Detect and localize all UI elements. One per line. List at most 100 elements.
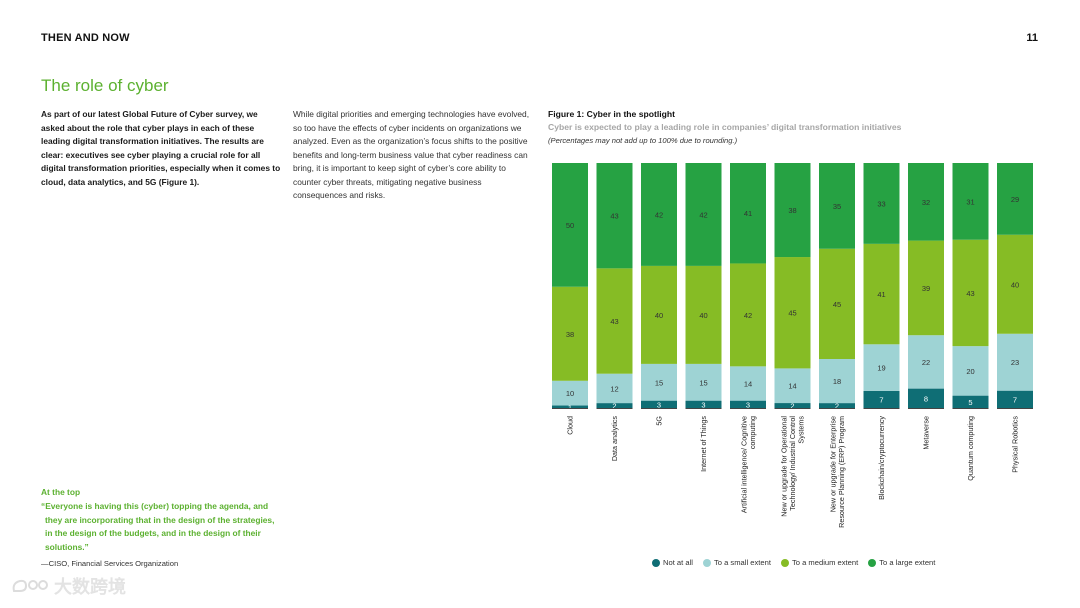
figure-subtitle: Cyber is expected to play a leading role… [548,122,902,132]
legend-item-medium-extent: To a medium extent [780,558,859,567]
quote-attribution: —CISO, Financial Services Organization [41,559,179,568]
bar-data-label: 18 [833,377,841,386]
bar-segment [819,248,855,359]
bar-segment [596,268,633,374]
figure-note: (Percentages may not add up to 100% due … [548,136,738,145]
category-label: Artificial intelligence/ Cognitivecomput… [739,416,757,513]
bar-data-label: 3 [657,400,661,409]
bar-segment [596,403,633,408]
figure-title: Figure 1: Cyber in the spotlight [548,109,676,119]
category-label: Metaverse [922,416,931,450]
category-label: Blockchain/cryptocurrency [877,416,886,500]
watermark: 大数跨境 [10,573,126,599]
quote-heading: At the top [41,487,81,497]
bar-data-label: 22 [922,358,930,367]
bar-data-label: 42 [655,210,663,219]
bar-data-label: 14 [744,380,752,389]
watermark-text: 大数跨境 [54,577,126,597]
bar-data-label: 45 [788,309,796,318]
category-label: New or upgrade for OperationalTechnology… [780,416,806,517]
legend-swatch [652,558,660,567]
bar-data-label: 12 [610,384,618,393]
bar-segment [819,359,855,404]
body-paragraph: While digital priorities and emerging te… [293,109,530,200]
bar-segment [863,344,900,391]
bar-segment [552,163,588,287]
bar-segment [730,366,766,401]
bar-segment [908,240,944,336]
bar-segment [819,163,855,249]
legend-item-not-at-all: Not at all [652,558,693,567]
bar-segment [641,400,677,408]
category-label: Physical Robotics [1011,416,1020,473]
bar-segment [774,368,811,404]
bar-segment [685,400,722,408]
bar-segment [997,163,1033,235]
bar-data-label: 3 [746,400,750,409]
quote-text: “Everyone is having this (cyber) topping… [41,501,275,552]
bar-data-label: 41 [877,290,885,299]
bar-segment [997,234,1033,334]
bar-segment [552,405,588,408]
bar-segment [730,400,766,408]
bar-data-label: 38 [788,206,796,215]
bar-data-label: 40 [1011,280,1019,289]
bar-data-label: 3 [701,400,705,409]
page-header-title: THEN AND NOW [41,32,130,44]
legend-label: To a medium extent [791,558,859,567]
bar-segment [685,265,722,364]
bar-segment [997,390,1033,408]
watermark-logo-icon [12,579,48,592]
bar-segment [552,286,588,381]
bar-data-label: 2 [612,402,616,411]
category-label: Internet of Things [699,416,708,472]
bar-segment [685,163,722,266]
bar-segment [863,163,900,244]
bar-segment [774,403,811,408]
bar-data-label: 7 [1013,395,1017,404]
bar-segment [552,380,588,406]
bar-data-label: 8 [924,394,928,403]
bar-segment [908,163,944,241]
bar-data-label: 20 [966,367,974,376]
bar-segment [819,403,855,408]
intro-paragraph: As part of our latest Global Future of C… [41,109,281,187]
category-label: Quantum computing [966,416,975,481]
legend-item-small-extent: To a small extent [702,558,771,567]
bar-segment [863,243,900,345]
chart-legend: Not at all To a small extent To a medium… [652,558,935,567]
legend-label: To a large extent [879,558,936,567]
page-number: 11 [1026,32,1038,44]
bar-segment [774,257,811,369]
bar-data-label: 42 [744,311,752,320]
section-title: The role of cyber [41,76,169,95]
category-label: 5G [655,416,664,426]
bar-data-label: 10 [566,389,574,398]
bar-data-label: 5 [968,398,972,407]
bar-data-label: 15 [655,378,663,387]
bar-data-label: 39 [922,284,930,293]
bar-segment [952,346,989,396]
bar-data-label: 50 [566,221,574,230]
bar-segment [685,363,722,401]
bar-data-label: 42 [699,210,707,219]
category-label: Cloud [566,416,575,435]
bar-data-label: 35 [833,202,841,211]
bar-data-label: 45 [833,300,841,309]
category-label: Data analytics [610,416,619,462]
bar-data-label: 32 [922,198,930,207]
bar-segment [730,263,766,367]
bar-data-label: 14 [788,382,796,391]
bar-data-label: 40 [699,311,707,320]
bar-segment [596,373,633,404]
bar-segment [641,265,677,364]
bar-segment [952,163,989,240]
bar-data-label: 23 [1011,358,1019,367]
bar-data-label: 7 [879,395,883,404]
bar-segment [730,163,766,264]
legend-label: To a small extent [713,558,771,567]
legend-swatch [702,558,711,567]
bar-data-label: 43 [966,289,974,298]
legend-item-large-extent: To a large extent [868,558,935,567]
